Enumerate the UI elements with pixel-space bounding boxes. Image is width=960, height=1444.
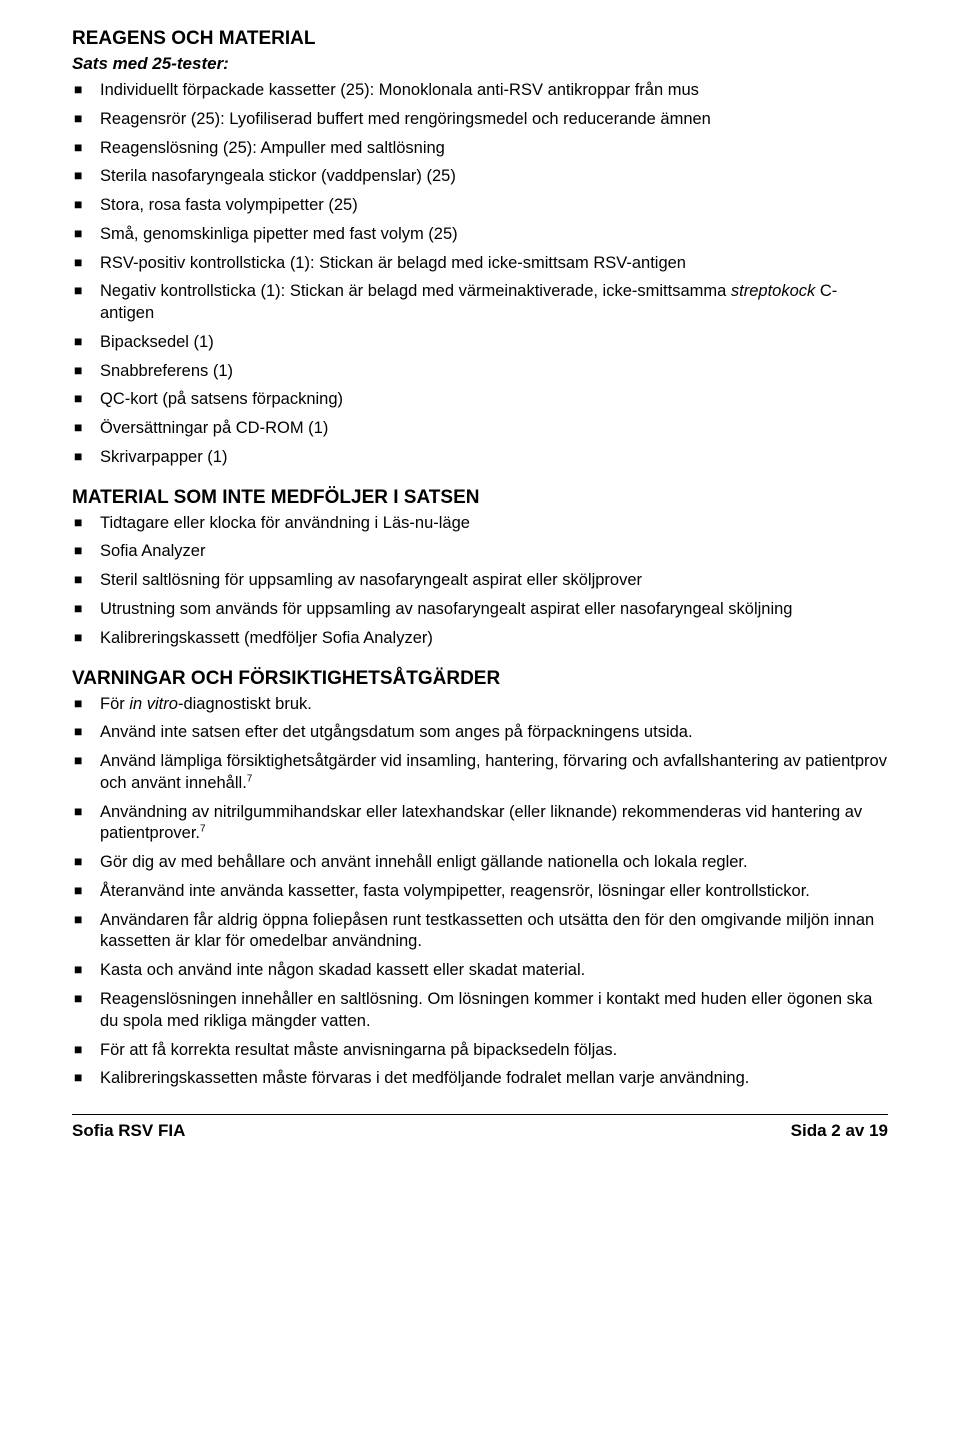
section2-title: MATERIAL SOM INTE MEDFÖLJER I SATSEN (72, 487, 888, 509)
section1-subtitle: Sats med 25-tester: (72, 54, 888, 74)
list-item: Skrivarpapper (1) (72, 447, 888, 469)
list-item: Reagenslösningen innehåller en saltlösni… (72, 989, 888, 1033)
list-item: För in vitro-diagnostiskt bruk. (72, 694, 888, 716)
footer-left: Sofia RSV FIA (72, 1121, 185, 1141)
list-item: Kasta och använd inte någon skadad kasse… (72, 960, 888, 982)
list-item: Små, genomskinliga pipetter med fast vol… (72, 224, 888, 246)
list-item: Bipacksedel (1) (72, 332, 888, 354)
list-item: Reagensrör (25): Lyofiliserad buffert me… (72, 109, 888, 131)
list-item: Kalibreringskassett (medföljer Sofia Ana… (72, 628, 888, 650)
list-item: Tidtagare eller klocka för användning i … (72, 513, 888, 535)
list-item: Översättningar på CD-ROM (1) (72, 418, 888, 440)
section1-title: REAGENS OCH MATERIAL (72, 28, 888, 50)
list-item: Negativ kontrollsticka (1): Stickan är b… (72, 281, 888, 325)
list-item: Reagenslösning (25): Ampuller med saltlö… (72, 138, 888, 160)
section3-title: VARNINGAR OCH FÖRSIKTIGHETSÅTGÄRDER (72, 668, 888, 690)
list-item: Sterila nasofaryngeala stickor (vaddpens… (72, 166, 888, 188)
list-item: Kalibreringskassetten måste förvaras i d… (72, 1068, 888, 1090)
list-item: Steril saltlösning för uppsamling av nas… (72, 570, 888, 592)
list-item: För att få korrekta resultat måste anvis… (72, 1040, 888, 1062)
list-item: Använd inte satsen efter det utgångsdatu… (72, 722, 888, 744)
list-item: Stora, rosa fasta volympipetter (25) (72, 195, 888, 217)
page-footer: Sofia RSV FIA Sida 2 av 19 (72, 1114, 888, 1141)
section2-list: Tidtagare eller klocka för användning i … (72, 513, 888, 650)
list-item: Använd lämpliga försiktighetsåtgärder vi… (72, 751, 888, 795)
list-item: RSV-positiv kontrollsticka (1): Stickan … (72, 253, 888, 275)
list-item: Gör dig av med behållare och använt inne… (72, 852, 888, 874)
section3-list: För in vitro-diagnostiskt bruk. Använd in… (72, 694, 888, 1090)
list-item: Snabbreferens (1) (72, 361, 888, 383)
list-item: QC-kort (på satsens förpackning) (72, 389, 888, 411)
list-item: Återanvänd inte använda kassetter, fasta… (72, 881, 888, 903)
footer-right: Sida 2 av 19 (791, 1121, 888, 1141)
list-item: Sofia Analyzer (72, 541, 888, 563)
list-item: Användning av nitrilgummihandskar eller … (72, 802, 888, 846)
document-page: REAGENS OCH MATERIAL Sats med 25-tester:… (0, 0, 960, 1444)
list-item: Individuellt förpackade kassetter (25): … (72, 80, 888, 102)
list-item: Användaren får aldrig öppna foliepåsen r… (72, 910, 888, 954)
list-item: Utrustning som används för uppsamling av… (72, 599, 888, 621)
section1-list: Individuellt förpackade kassetter (25): … (72, 80, 888, 469)
